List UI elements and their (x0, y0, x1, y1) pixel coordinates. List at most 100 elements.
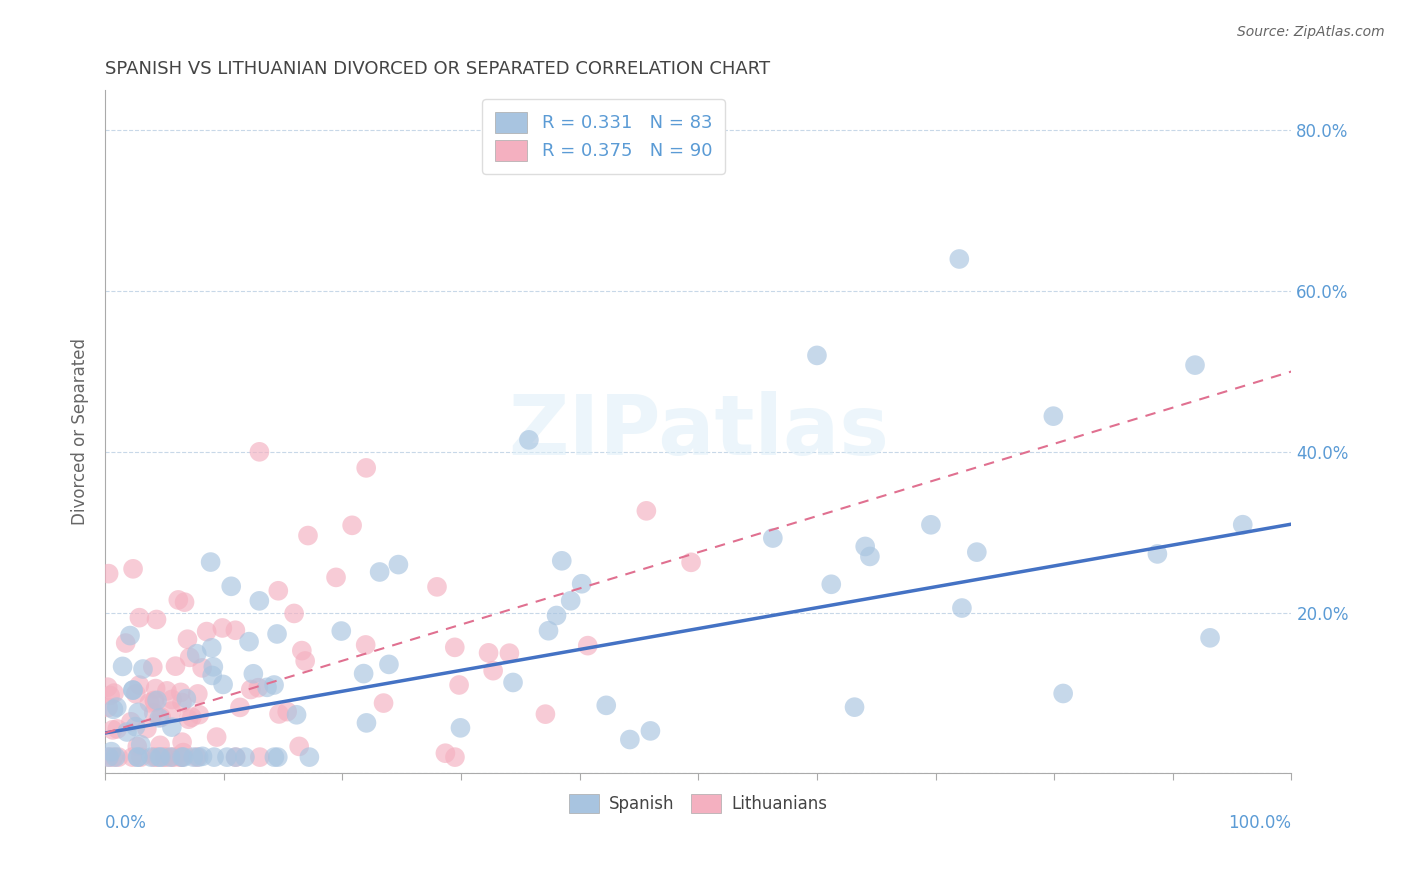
Point (249, 445, 271, 459)
Point (291, 643, 314, 657)
Point (215, 750, 238, 764)
Point (202, 750, 225, 764)
Point (212, 677, 235, 691)
Point (180, 710, 202, 724)
Point (142, 660, 165, 674)
Point (149, 750, 172, 764)
Point (188, 707, 211, 722)
Point (267, 583, 290, 598)
Point (517, 433, 540, 447)
Point (640, 723, 662, 738)
Point (146, 693, 169, 707)
Point (449, 678, 471, 692)
Point (103, 750, 125, 764)
Point (195, 624, 218, 639)
Point (176, 632, 198, 647)
Point (179, 650, 201, 665)
Point (263, 678, 285, 692)
Point (122, 683, 145, 698)
Point (920, 517, 942, 532)
Point (266, 627, 288, 641)
Point (125, 687, 148, 701)
Point (288, 739, 311, 754)
Point (387, 558, 409, 572)
Point (482, 664, 505, 678)
Point (181, 750, 204, 764)
Point (143, 750, 166, 764)
Point (806, 348, 828, 362)
Point (247, 594, 270, 608)
Point (127, 750, 149, 764)
Point (115, 725, 138, 739)
Point (129, 738, 152, 752)
Point (340, 518, 363, 533)
Point (150, 710, 173, 724)
Point (477, 646, 499, 660)
Text: SPANISH VS LITHUANIAN DIVORCED OR SEPARATED CORRELATION CHART: SPANISH VS LITHUANIAN DIVORCED OR SEPARA… (105, 60, 770, 78)
Point (859, 549, 882, 564)
Point (122, 562, 145, 576)
Point (498, 646, 520, 660)
Point (205, 730, 228, 744)
Point (191, 749, 214, 764)
Point (187, 687, 209, 701)
Point (534, 707, 557, 722)
Point (294, 654, 316, 668)
Text: 100.0%: 100.0% (1229, 814, 1292, 832)
Point (132, 662, 155, 676)
Point (950, 601, 973, 615)
Point (191, 661, 214, 675)
Point (378, 657, 401, 672)
Text: 0.0%: 0.0% (105, 814, 148, 832)
Point (122, 683, 145, 698)
Point (142, 706, 165, 720)
Point (844, 700, 866, 714)
Point (153, 750, 176, 764)
Point (285, 707, 308, 722)
Point (97, 680, 120, 694)
Point (103, 702, 125, 716)
Point (373, 696, 395, 710)
Point (159, 750, 181, 764)
Point (120, 714, 142, 729)
Point (263, 750, 285, 764)
Point (356, 715, 378, 730)
Point (97, 750, 120, 764)
Point (238, 634, 260, 648)
Point (1232, 517, 1254, 532)
Point (202, 660, 225, 674)
Point (128, 610, 150, 624)
Point (148, 711, 170, 725)
Point (256, 681, 278, 695)
Point (141, 750, 163, 764)
Point (239, 682, 262, 697)
Point (368, 565, 391, 579)
Point (160, 692, 183, 706)
Point (105, 700, 128, 714)
Point (105, 722, 128, 736)
Point (160, 750, 183, 764)
Point (143, 693, 166, 707)
Point (247, 681, 270, 695)
Point (128, 678, 150, 692)
Point (576, 639, 599, 653)
Point (551, 554, 574, 568)
Point (97, 750, 120, 764)
Point (149, 739, 172, 753)
Point (966, 545, 988, 559)
Point (948, 252, 970, 266)
Point (267, 750, 290, 764)
Point (118, 629, 141, 643)
Point (443, 640, 465, 655)
Point (560, 594, 582, 608)
Point (444, 750, 467, 764)
Point (546, 608, 568, 623)
Point (170, 750, 193, 764)
Point (107, 750, 129, 764)
Point (177, 712, 200, 726)
Point (186, 647, 208, 661)
Point (160, 704, 183, 718)
Point (276, 705, 298, 719)
Point (155, 750, 177, 764)
Point (111, 659, 134, 673)
